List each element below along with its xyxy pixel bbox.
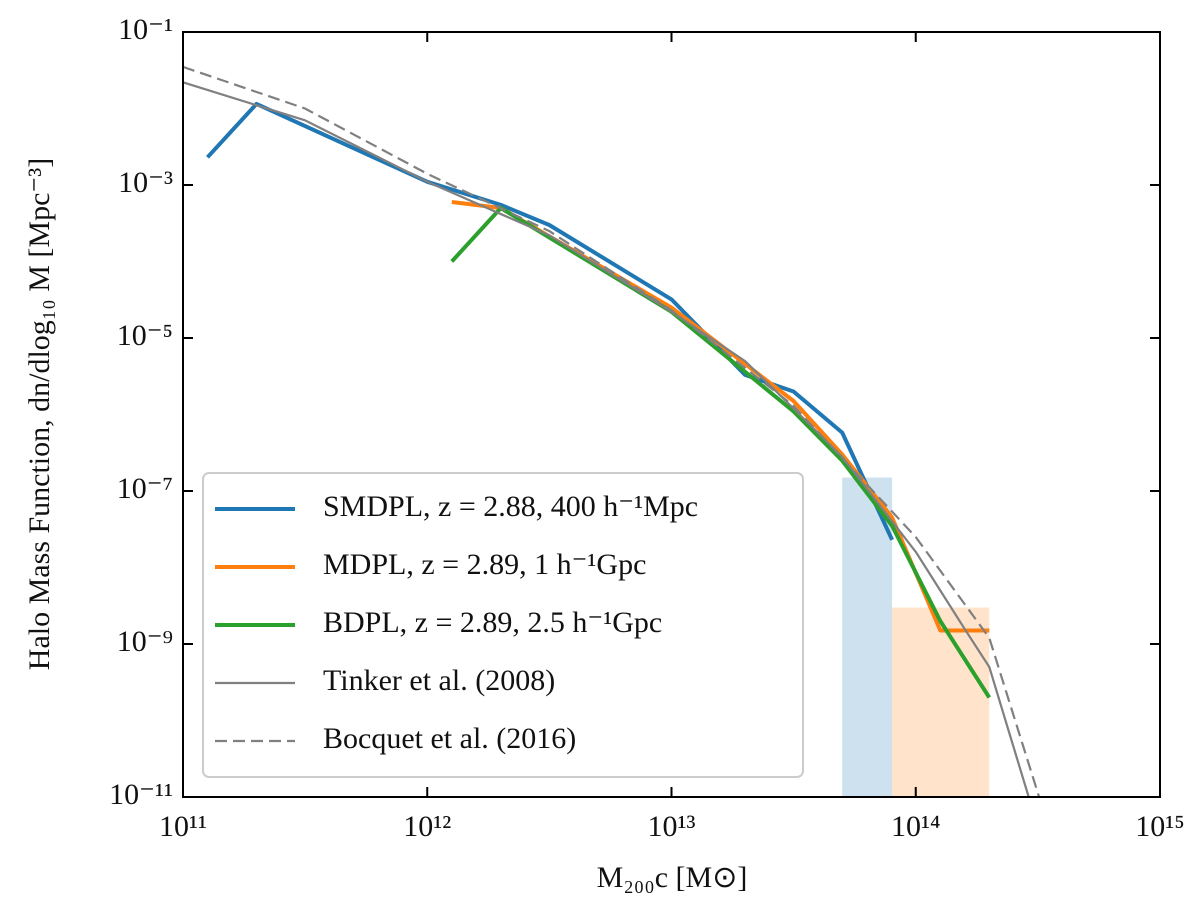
y-tick-label: 10⁻¹	[118, 13, 173, 46]
y-tick-label: 10⁻⁷	[117, 472, 173, 505]
y-tick-label: 10⁻³	[118, 166, 173, 199]
series-line	[183, 81, 1030, 797]
legend-label: SMDPL, z = 2.88, 400 h⁻¹Mpc	[323, 490, 698, 523]
y-tick-label: 10⁻⁵	[117, 319, 173, 352]
y-tick-label: 10⁻⁹	[117, 625, 173, 658]
legend-label: Tinker et al. (2008)	[323, 664, 555, 697]
x-tick-label: 10¹³	[648, 810, 696, 843]
x-tick-label: 10¹¹	[159, 810, 207, 843]
x-tick-label: 10¹²	[403, 810, 451, 843]
legend-label: MDPL, z = 2.89, 1 h⁻¹Gpc	[323, 548, 646, 581]
legend-label: BDPL, z = 2.89, 2.5 h⁻¹Gpc	[323, 606, 662, 639]
x-tick-label: 10¹⁴	[891, 810, 940, 843]
legend-box	[202, 472, 804, 778]
y-axis-label: Halo Mass Function, dn/dlog₁₀ M [Mpc⁻³]	[23, 158, 56, 670]
shaded-region	[842, 477, 893, 797]
x-tick-label: 10¹⁵	[1135, 810, 1184, 843]
series-line	[183, 65, 1041, 797]
plot-area	[183, 65, 1041, 797]
y-tick-label: 10⁻¹¹	[109, 778, 173, 811]
x-axis-label: M₂₀₀c [M⊙]	[597, 861, 748, 894]
legend-label: Bocquet et al. (2016)	[323, 722, 576, 755]
series-line	[450, 206, 991, 699]
series-line	[206, 101, 894, 541]
shaded-region	[892, 607, 990, 797]
